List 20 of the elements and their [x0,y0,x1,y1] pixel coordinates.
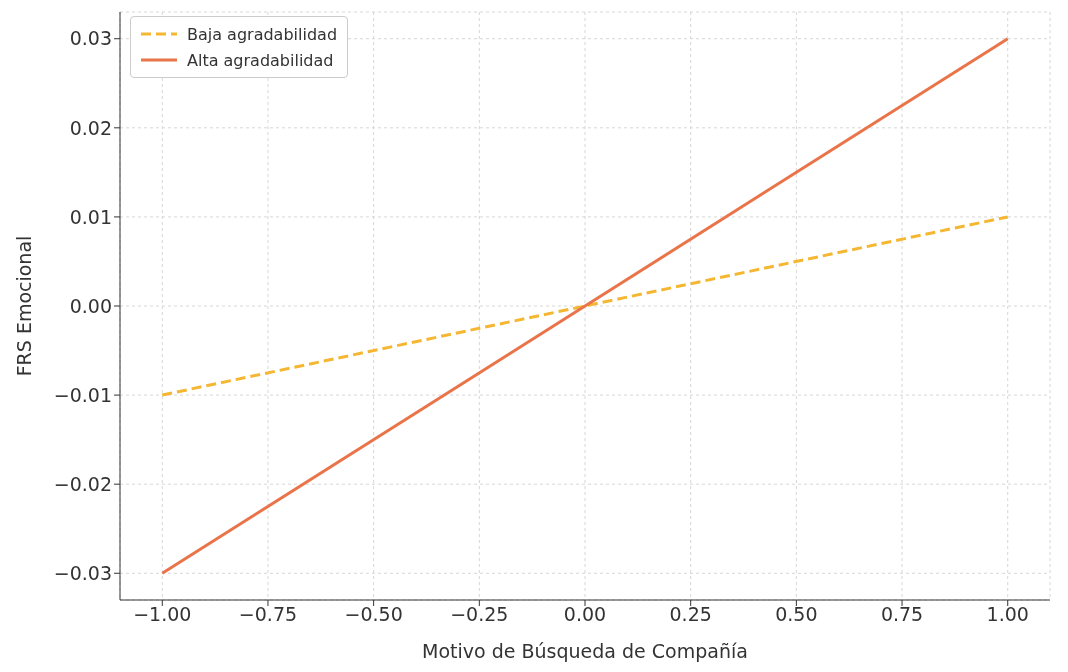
x-tick-label: 0.00 [563,603,607,626]
x-tick-label: −0.75 [238,603,298,626]
y-tick-label: 0.00 [69,294,112,317]
y-tick-label: 0.02 [69,116,112,139]
legend-label: Baja agradabilidad [187,24,338,44]
x-tick-label: −1.00 [133,603,192,626]
y-tick-label: −0.01 [53,383,112,406]
y-tick-label: −0.03 [53,562,112,585]
x-axis-title: Motivo de Búsqueda de Compañía [422,640,748,662]
y-tick-label: 0.03 [69,27,112,50]
y-tick-label: 0.01 [69,205,112,228]
y-tick-label: −0.02 [53,472,112,495]
y-axis-title: FRS Emocional [12,235,35,377]
x-tick-label: 0.25 [669,603,712,626]
x-tick-label: 0.50 [775,603,818,626]
x-tick-label: 0.75 [880,603,924,626]
legend-label: Alta agradabilidad [187,50,334,70]
x-tick-label: −0.50 [344,603,403,626]
x-tick-label: −0.25 [450,603,509,626]
x-tick-label: 1.00 [986,603,1029,626]
